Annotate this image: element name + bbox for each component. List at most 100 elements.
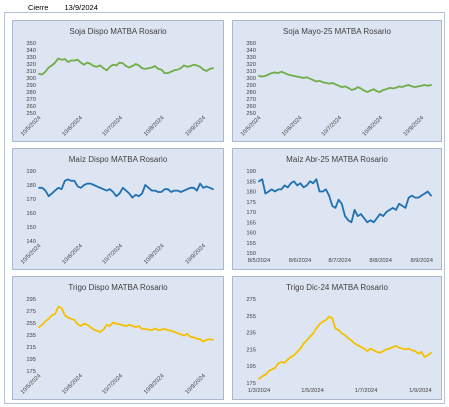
y-tick-label: 215 [246,347,256,353]
y-tick-label: 350 [26,41,36,47]
y-tick-label: 320 [246,62,256,68]
y-tick-label: 270 [26,97,36,103]
chart-title: Trigo Dic-24 MATBA Rosario [286,283,388,292]
x-tick-label: 10/6/2024 [61,373,84,396]
series-line [258,315,432,380]
header-label: Cierre [28,3,49,12]
x-tick-label: 10/8/2024 [143,243,166,266]
chart-title: Maíz Abr-25 MATBA Rosario [286,155,388,164]
y-tick-label: 155 [246,241,256,247]
y-tick-label: 195 [246,364,256,370]
y-tick-label: 175 [246,381,256,387]
y-tick-label: 255 [246,314,256,320]
x-tick-label: 10/8/2024 [362,115,385,138]
y-tick-label: 310 [26,69,36,75]
x-tick-label: 10/7/2024 [102,243,125,266]
x-tick-label: 8/6/2024 [289,258,312,264]
x-tick-label: 1/9/2024 [409,388,432,394]
y-tick-label: 295 [26,297,36,303]
y-tick-label: 330 [26,55,36,61]
x-tick-label: 1/5/2024 [301,388,324,394]
y-tick-label: 190 [26,169,36,175]
y-tick-label: 250 [26,111,36,117]
y-tick-label: 340 [246,48,256,54]
y-tick-label: 280 [246,90,256,96]
x-tick-label: 10/7/2024 [321,115,344,138]
chart-panel-soja-mayo25: Soja Mayo-25 MATBA Rosario 250 260 270 280 2… [232,20,442,142]
x-tick-label: 10/7/2024 [102,373,125,396]
series-line [38,178,214,199]
x-tick-label: 10/8/2024 [143,373,166,396]
x-tick-label: 10/7/2024 [102,115,125,138]
y-tick-label: 175 [26,369,36,375]
x-tick-label: 10/5/2024 [20,115,43,138]
y-tick-label: 290 [26,83,36,89]
dashboard-frame [4,12,445,404]
y-tick-label: 140 [26,239,36,245]
chart-title: Maíz Dispo MATBA Rosario [68,155,168,164]
y-tick-label: 350 [246,41,256,47]
chart-svg: 175 195 215 235 255 275 295 10/5/2024 10/6/2024 1… [20,297,214,396]
chart-panel-maiz-dispo: Maíz Dispo MATBA Rosario 140 150 160 170 180… [12,148,224,270]
x-tick-label: 1/3/2024 [248,388,271,394]
x-tick-label: 10/5/2024 [20,243,43,266]
series-line [258,178,432,224]
y-tick-label: 310 [246,69,256,75]
y-tick-label: 260 [246,104,256,110]
chart-svg: 140 150 160 170 180 190 10/5/2024 10/6/2024 10/7… [20,169,214,266]
y-tick-label: 235 [26,333,36,339]
y-tick-label: 170 [246,210,256,216]
chart-svg: 150 155 160 165 170 175 180 185 190 8/5/2024 8/6/2… [246,169,433,264]
y-tick-label: 270 [246,97,256,103]
x-tick-label: 10/6/2024 [281,115,304,138]
chart-title: Trigo Dispo MATBA Rosario [68,283,168,292]
y-tick-label: 175 [246,200,256,206]
chart-panel-soja-dispo: Soja Dispo MATBA Rosario 250 260 270 280 290… [12,20,224,142]
y-tick-label: 165 [246,220,256,226]
y-tick-label: 235 [246,331,256,337]
y-tick-label: 250 [246,111,256,117]
chart-panel-trigo-dic24: Trigo Dic-24 MATBA Rosario 175 195 215 235 2… [232,276,442,400]
y-tick-label: 300 [246,76,256,82]
y-tick-label: 330 [246,55,256,61]
series-line [38,305,214,343]
x-tick-label: 10/5/2024 [240,115,263,138]
header-date: 13/9/2024 [64,3,98,12]
y-tick-label: 275 [246,297,256,303]
chart-svg: 175 195 215 235 255 275 1/3/2024 1/5/2024 1/7/20… [246,297,432,394]
y-tick-label: 340 [26,48,36,54]
x-tick-label: 10/9/2024 [403,115,426,138]
y-tick-label: 300 [26,76,36,82]
y-tick-label: 260 [26,104,36,110]
chart-panel-trigo-dispo: Trigo Dispo MATBA Rosario 175 195 215 235 25… [12,276,224,400]
y-tick-label: 215 [26,345,36,351]
x-tick-label: 8/9/2024 [410,258,433,264]
y-tick-label: 190 [246,169,256,175]
y-tick-label: 150 [246,251,256,257]
x-tick-label: 8/8/2024 [369,258,392,264]
y-tick-label: 180 [26,183,36,189]
series-line [258,70,432,93]
y-tick-label: 255 [26,321,36,327]
y-tick-label: 185 [246,179,256,185]
y-tick-label: 150 [26,225,36,231]
x-tick-label: 10/6/2024 [61,115,84,138]
y-tick-label: 195 [26,357,36,363]
x-tick-label: 10/9/2024 [185,243,208,266]
chart-title: Soja Dispo MATBA Rosario [69,27,167,36]
series-line [38,57,214,76]
x-tick-label: 10/9/2024 [185,373,208,396]
x-tick-label: 10/8/2024 [143,115,166,138]
x-tick-label: 8/5/2024 [248,258,271,264]
x-tick-label: 10/9/2024 [185,115,208,138]
x-tick-label: 10/5/2024 [20,373,43,396]
y-tick-label: 280 [26,90,36,96]
y-tick-label: 180 [246,190,256,196]
x-tick-label: 10/6/2024 [61,243,84,266]
y-tick-label: 290 [246,83,256,89]
header: Cierre 13/9/2024 [28,3,98,12]
y-tick-label: 275 [26,309,36,315]
x-tick-label: 1/7/2024 [355,388,378,394]
y-tick-label: 170 [26,197,36,203]
